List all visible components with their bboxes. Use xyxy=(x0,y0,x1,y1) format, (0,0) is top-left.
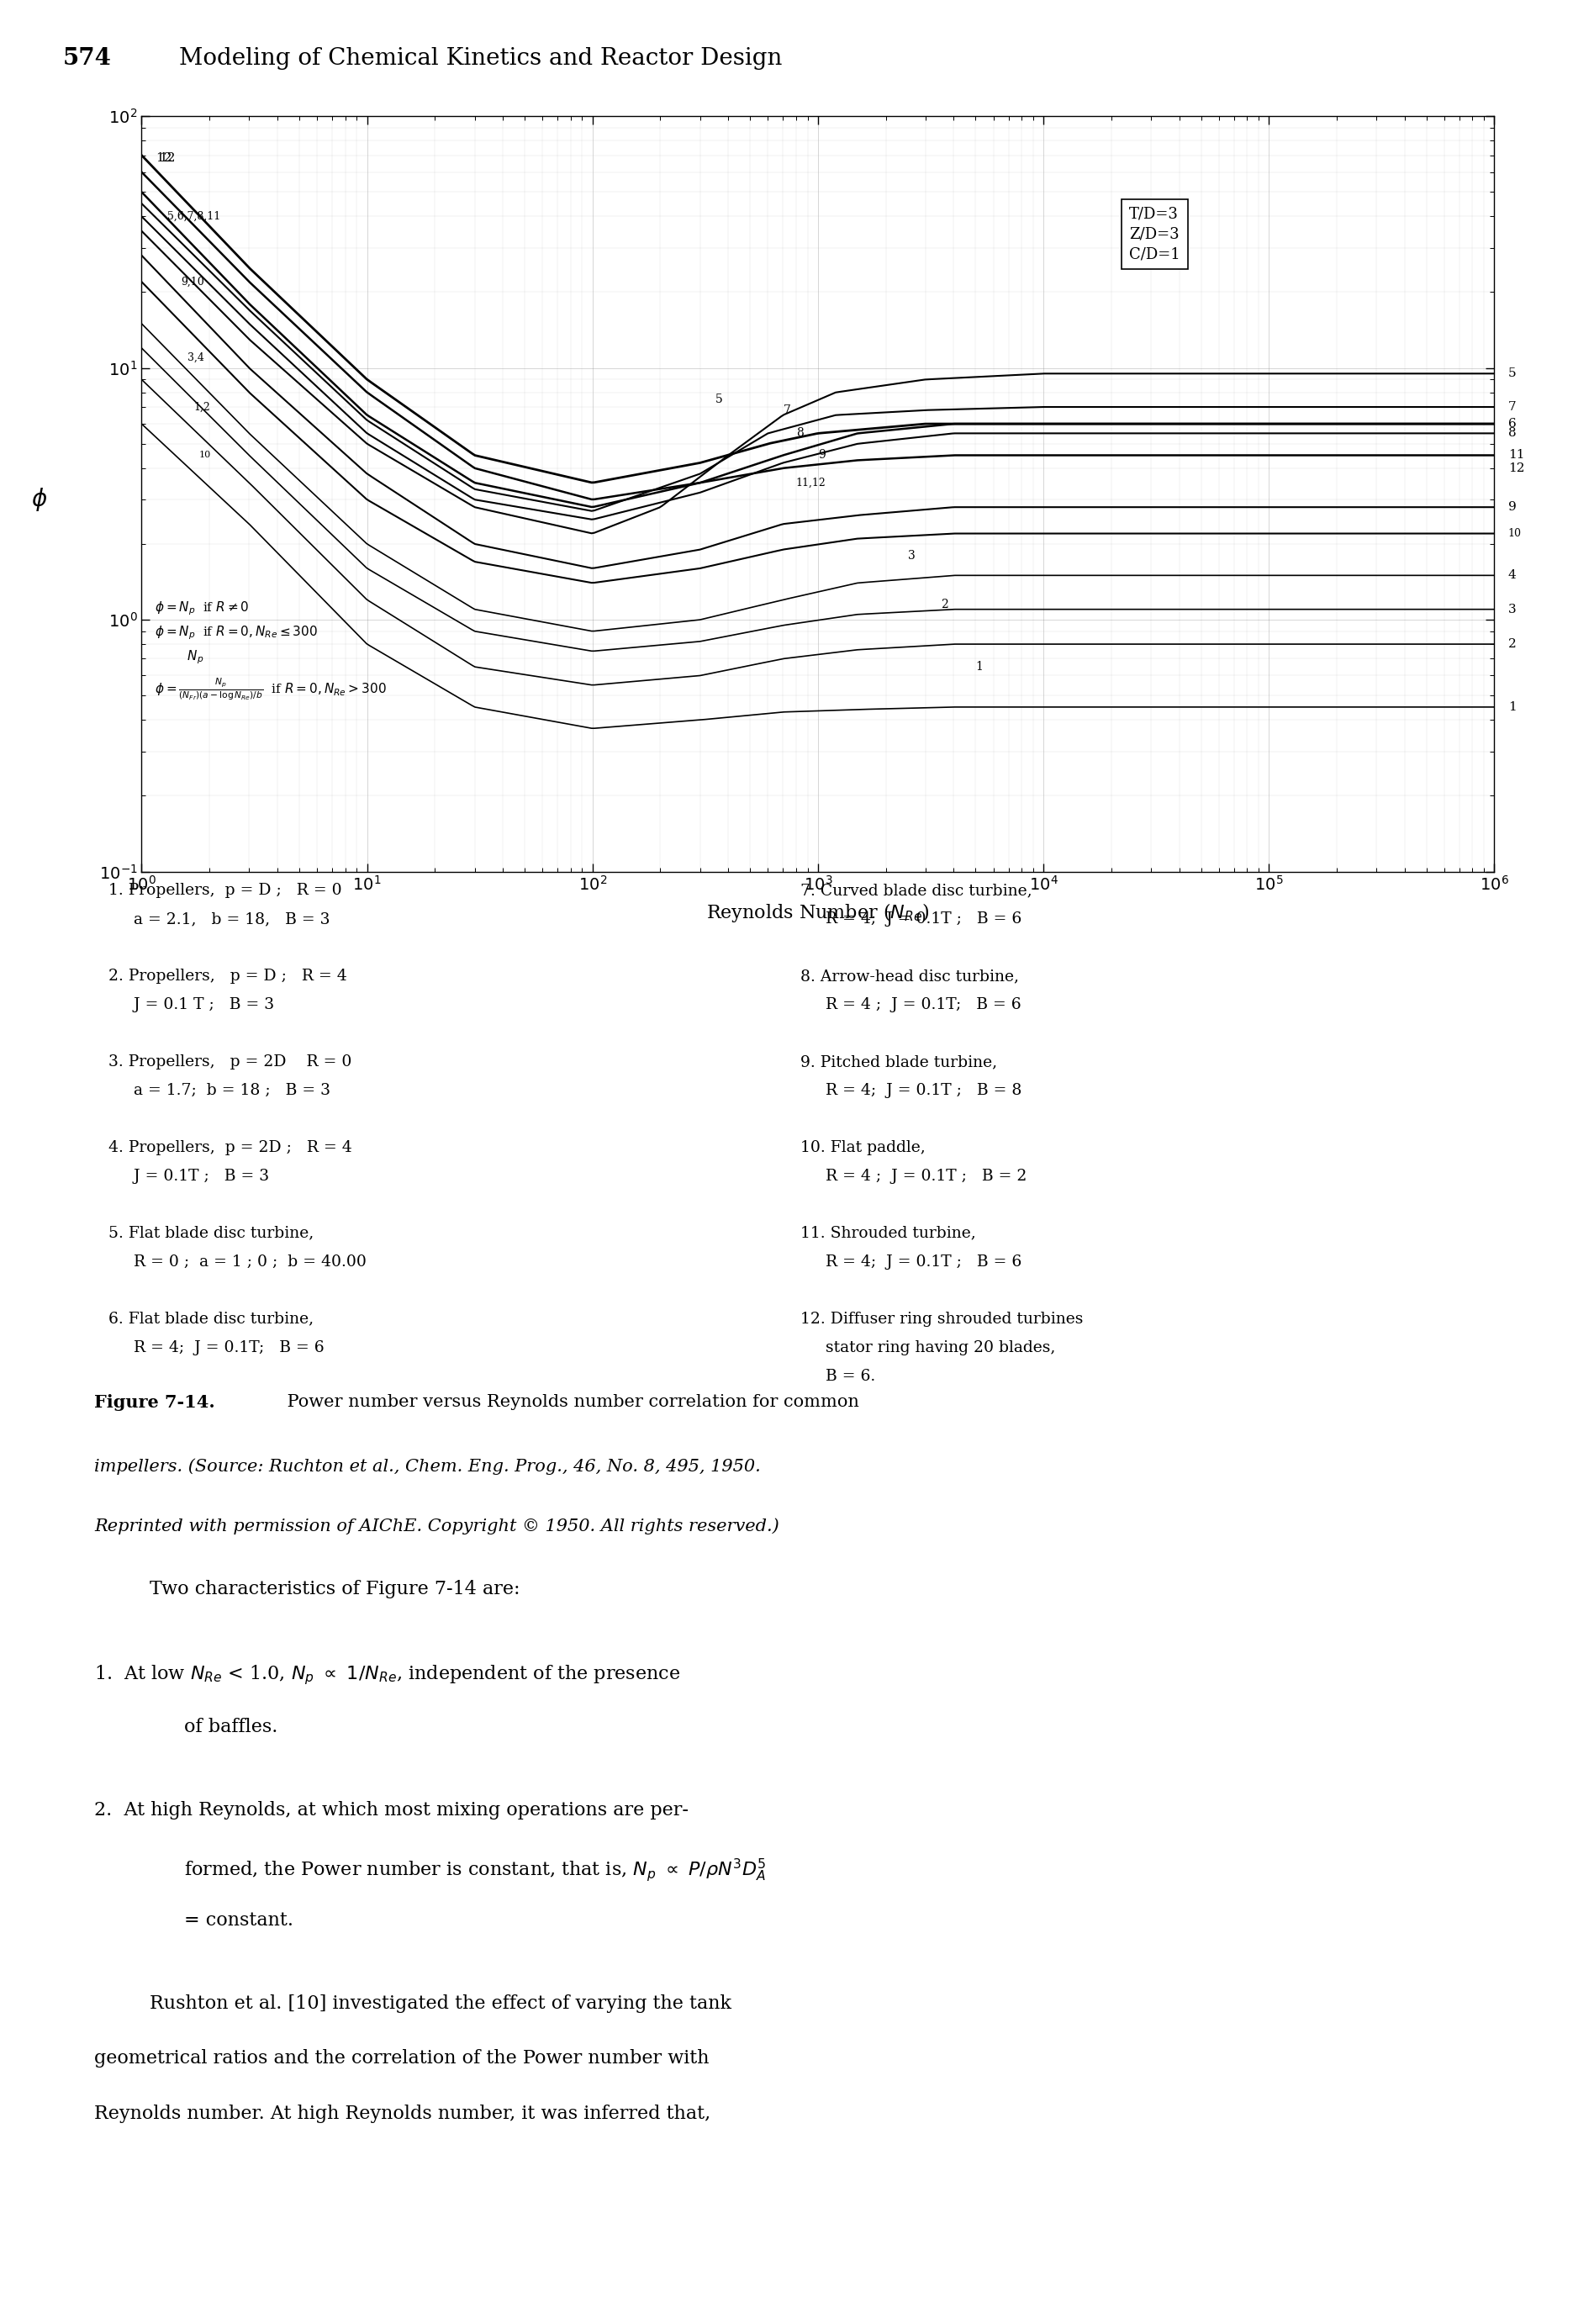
Text: = constant.: = constant. xyxy=(184,1910,294,1929)
Text: 2: 2 xyxy=(1509,639,1516,651)
Text: 1.  At low $N_{Re}$ < 1.0, $N_p$ $\propto$ $1/N_{Re}$, independent of the presen: 1. At low $N_{Re}$ < 1.0, $N_p$ $\propto… xyxy=(94,1664,681,1687)
Text: 574: 574 xyxy=(63,46,112,70)
Text: 5,6,7,8,11: 5,6,7,8,11 xyxy=(167,211,220,221)
Text: of baffles.: of baffles. xyxy=(184,1717,278,1736)
Text: 12: 12 xyxy=(1509,462,1524,474)
Text: R = 4 ;  J = 0.1T;   B = 6: R = 4 ; J = 0.1T; B = 6 xyxy=(801,997,1021,1013)
Text: 12: 12 xyxy=(159,153,176,165)
Text: Rushton et al. [10] investigated the effect of varying the tank: Rushton et al. [10] investigated the eff… xyxy=(149,1994,731,2013)
Text: stator ring having 20 blades,: stator ring having 20 blades, xyxy=(801,1341,1055,1355)
Text: Reynolds number. At high Reynolds number, it was inferred that,: Reynolds number. At high Reynolds number… xyxy=(94,2106,711,2124)
Text: formed, the Power number is constant, that is, $N_p$ $\propto$ $P/\rho N^3 D_A^5: formed, the Power number is constant, th… xyxy=(184,1857,766,1882)
Text: 9,10: 9,10 xyxy=(181,277,204,288)
Text: 5: 5 xyxy=(716,393,722,404)
Text: 7: 7 xyxy=(1509,402,1516,414)
Text: 11: 11 xyxy=(1509,449,1524,460)
Text: 6: 6 xyxy=(1509,418,1516,430)
Text: 3: 3 xyxy=(1509,604,1516,616)
Text: 9: 9 xyxy=(1509,502,1516,514)
Text: 9. Pitched blade turbine,: 9. Pitched blade turbine, xyxy=(801,1055,997,1069)
Text: 8. Arrow-head disc turbine,: 8. Arrow-head disc turbine, xyxy=(801,969,1019,983)
Text: 1: 1 xyxy=(975,660,983,672)
Text: J = 0.1T ;   B = 3: J = 0.1T ; B = 3 xyxy=(109,1169,269,1183)
Text: 7: 7 xyxy=(783,404,791,416)
Text: R = 0 ;  a = 1 ; 0 ;  b = 40.00: R = 0 ; a = 1 ; 0 ; b = 40.00 xyxy=(109,1255,367,1269)
Text: 8: 8 xyxy=(1509,428,1516,439)
Text: R = 4;  J = 0.1T;   B = 6: R = 4; J = 0.1T; B = 6 xyxy=(109,1341,324,1355)
Text: R = 4;  J = 0.1T ;   B = 6: R = 4; J = 0.1T ; B = 6 xyxy=(801,1255,1022,1269)
Text: R = 4;  J = 0.1T ;   B = 8: R = 4; J = 0.1T ; B = 8 xyxy=(801,1083,1022,1099)
Text: a = 2.1,   b = 18,   B = 3: a = 2.1, b = 18, B = 3 xyxy=(109,911,330,927)
Text: 8: 8 xyxy=(796,428,804,439)
Text: J = 0.1 T ;   B = 3: J = 0.1 T ; B = 3 xyxy=(109,997,274,1013)
Text: 7. Curved blade disc turbine,: 7. Curved blade disc turbine, xyxy=(801,883,1032,899)
Text: $\phi=N_p$  if $R\neq0$
$\phi=N_p$  if $R=0, N_{Re}\leq300$
        $N_p$
$\phi=: $\phi=N_p$ if $R\neq0$ $\phi=N_p$ if $R=… xyxy=(156,600,387,702)
Text: Power number versus Reynolds number correlation for common: Power number versus Reynolds number corr… xyxy=(282,1394,859,1411)
Text: 2. Propellers,   p = D ;   R = 4: 2. Propellers, p = D ; R = 4 xyxy=(109,969,346,983)
Text: 12: 12 xyxy=(156,153,171,165)
Text: 11. Shrouded turbine,: 11. Shrouded turbine, xyxy=(801,1225,975,1241)
Text: impellers. (Source: Ruchton et al., Chem. Eng. Prog., 46, No. 8, 495, 1950.: impellers. (Source: Ruchton et al., Chem… xyxy=(94,1457,761,1473)
Text: $\phi$: $\phi$ xyxy=(31,486,47,514)
Text: T/D=3
Z/D=3
C/D=1: T/D=3 Z/D=3 C/D=1 xyxy=(1129,207,1180,263)
Text: 9: 9 xyxy=(818,449,826,460)
Text: 5: 5 xyxy=(1509,367,1516,379)
Text: 10. Flat paddle,: 10. Flat paddle, xyxy=(801,1141,925,1155)
Text: 2: 2 xyxy=(941,600,949,611)
Text: 3,4: 3,4 xyxy=(187,351,204,363)
Text: 3. Propellers,   p = 2D    R = 0: 3. Propellers, p = 2D R = 0 xyxy=(109,1055,351,1069)
Text: R = 4 ;  J = 0.1T ;   B = 2: R = 4 ; J = 0.1T ; B = 2 xyxy=(801,1169,1027,1183)
Text: 3: 3 xyxy=(908,548,915,562)
Text: Figure 7-14.: Figure 7-14. xyxy=(94,1394,216,1411)
Text: 10: 10 xyxy=(1509,528,1521,539)
Text: 4. Propellers,  p = 2D ;   R = 4: 4. Propellers, p = 2D ; R = 4 xyxy=(109,1141,352,1155)
Text: Two characteristics of Figure 7-14 are:: Two characteristics of Figure 7-14 are: xyxy=(149,1580,521,1599)
Text: 1: 1 xyxy=(1509,702,1516,713)
Text: 4: 4 xyxy=(1509,569,1516,581)
Text: 1,2: 1,2 xyxy=(193,402,211,411)
Text: 10: 10 xyxy=(200,451,211,460)
X-axis label: Reynolds Number ($N_{Re}$): Reynolds Number ($N_{Re}$) xyxy=(706,902,930,923)
Text: 2.  At high Reynolds, at which most mixing operations are per-: 2. At high Reynolds, at which most mixin… xyxy=(94,1801,689,1820)
Text: R = 4;  J = 0.1T ;   B = 6: R = 4; J = 0.1T ; B = 6 xyxy=(801,911,1022,927)
Text: geometrical ratios and the correlation of the Power number with: geometrical ratios and the correlation o… xyxy=(94,2050,709,2068)
Text: 1. Propellers,  p = D ;   R = 0: 1. Propellers, p = D ; R = 0 xyxy=(109,883,341,899)
Text: Modeling of Chemical Kinetics and Reactor Design: Modeling of Chemical Kinetics and Reacto… xyxy=(179,46,782,70)
Text: B = 6.: B = 6. xyxy=(801,1369,876,1383)
Text: Reprinted with permission of AIChE. Copyright © 1950. All rights reserved.): Reprinted with permission of AIChE. Copy… xyxy=(94,1518,779,1534)
Text: 6. Flat blade disc turbine,: 6. Flat blade disc turbine, xyxy=(109,1311,313,1327)
Text: 12. Diffuser ring shrouded turbines: 12. Diffuser ring shrouded turbines xyxy=(801,1311,1084,1327)
Text: 11,12: 11,12 xyxy=(796,476,826,488)
Text: 5. Flat blade disc turbine,: 5. Flat blade disc turbine, xyxy=(109,1225,313,1241)
Text: a = 1.7;  b = 18 ;   B = 3: a = 1.7; b = 18 ; B = 3 xyxy=(109,1083,330,1099)
